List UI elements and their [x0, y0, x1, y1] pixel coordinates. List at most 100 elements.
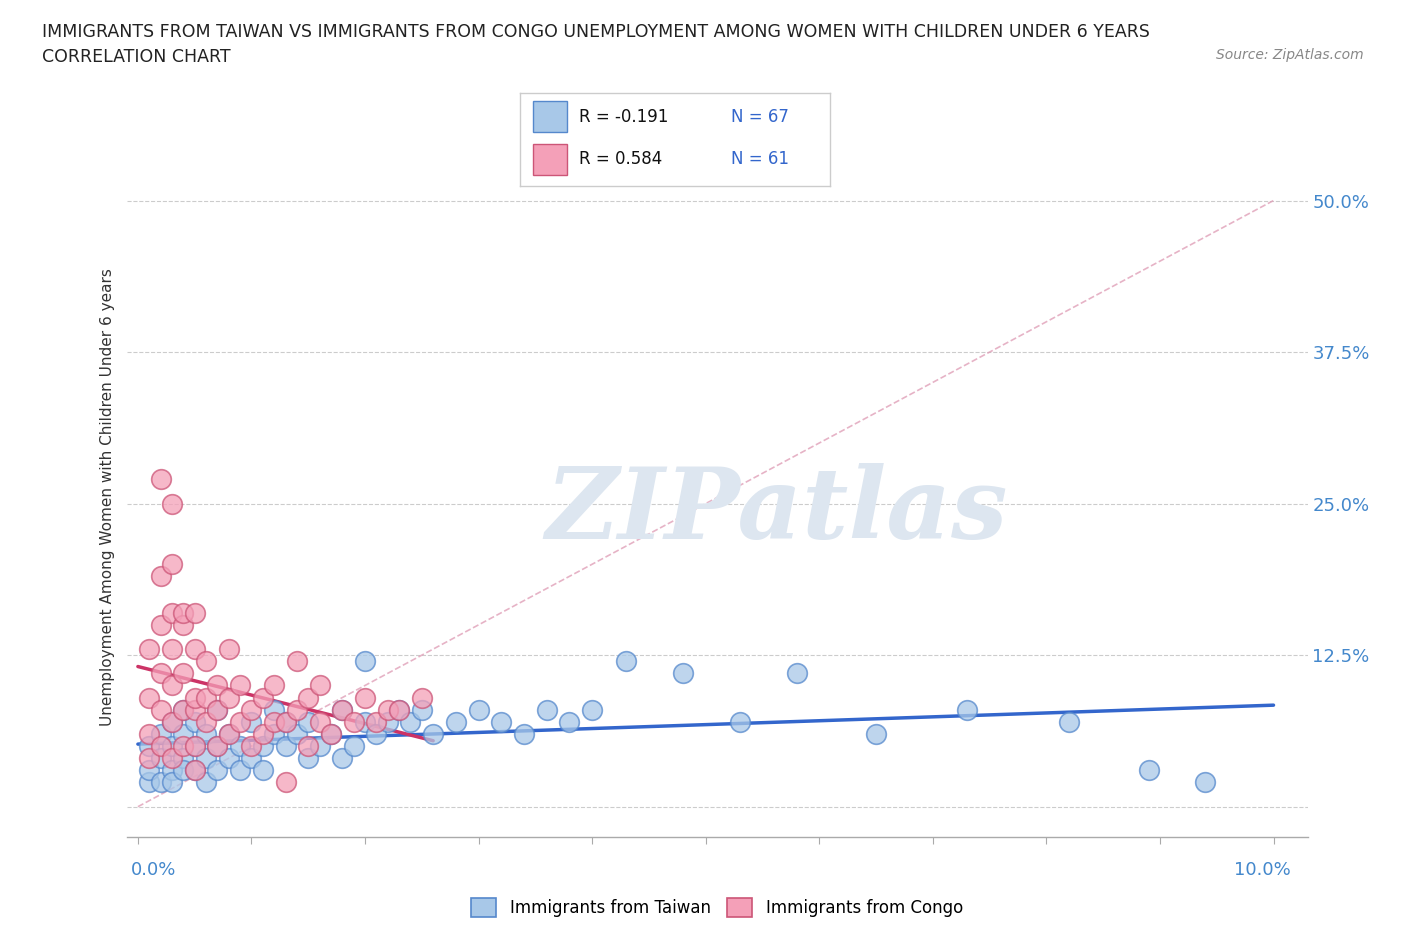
Point: [285, 702, 308, 717]
Point: [218, 690, 240, 705]
Point: [183, 702, 205, 717]
Point: [195, 654, 218, 669]
Point: [319, 726, 342, 741]
Point: [207, 702, 229, 717]
Point: [297, 714, 319, 729]
Point: [183, 714, 205, 729]
Text: R = 0.584: R = 0.584: [579, 151, 662, 168]
Point: [207, 738, 229, 753]
Point: [263, 678, 285, 693]
Point: [252, 726, 274, 741]
Point: [263, 702, 285, 717]
Text: N = 67: N = 67: [731, 108, 789, 126]
Point: [172, 666, 194, 681]
Point: [354, 654, 377, 669]
Point: [172, 702, 194, 717]
Point: [614, 654, 637, 669]
Point: [240, 738, 263, 753]
Point: [285, 726, 308, 741]
Point: [160, 775, 183, 790]
Point: [160, 557, 183, 572]
Point: [513, 726, 536, 741]
Point: [138, 642, 160, 657]
Point: [218, 726, 240, 741]
FancyBboxPatch shape: [533, 144, 567, 175]
Point: [956, 702, 979, 717]
Point: [172, 702, 194, 717]
Point: [229, 678, 252, 693]
Point: [274, 738, 297, 753]
Point: [786, 666, 808, 681]
Point: [160, 714, 183, 729]
Text: 10.0%: 10.0%: [1234, 860, 1291, 879]
Point: [149, 775, 172, 790]
Point: [274, 714, 297, 729]
Point: [218, 751, 240, 765]
Point: [218, 726, 240, 741]
Point: [240, 702, 263, 717]
Point: [183, 763, 205, 777]
Point: [172, 726, 194, 741]
Y-axis label: Unemployment Among Women with Children Under 6 years: Unemployment Among Women with Children U…: [100, 269, 115, 726]
Point: [160, 714, 183, 729]
Point: [138, 763, 160, 777]
Point: [672, 666, 695, 681]
FancyBboxPatch shape: [533, 101, 567, 132]
Point: [160, 678, 183, 693]
Legend: Immigrants from Taiwan, Immigrants from Congo: Immigrants from Taiwan, Immigrants from …: [464, 892, 970, 923]
Point: [218, 642, 240, 657]
Point: [1194, 775, 1216, 790]
Point: [160, 763, 183, 777]
Text: ZIPatlas: ZIPatlas: [546, 463, 1007, 559]
Point: [319, 726, 342, 741]
Text: 0.0%: 0.0%: [131, 860, 176, 879]
Text: N = 61: N = 61: [731, 151, 789, 168]
Point: [1057, 714, 1080, 729]
Point: [207, 763, 229, 777]
Point: [285, 654, 308, 669]
Point: [229, 738, 252, 753]
Point: [138, 775, 160, 790]
Point: [160, 751, 183, 765]
Point: [467, 702, 489, 717]
Point: [183, 738, 205, 753]
Point: [149, 702, 172, 717]
Point: [183, 605, 205, 620]
Point: [195, 726, 218, 741]
Point: [149, 751, 172, 765]
Point: [366, 726, 388, 741]
Point: [728, 714, 751, 729]
Point: [172, 605, 194, 620]
Point: [172, 763, 194, 777]
Point: [354, 690, 377, 705]
Point: [160, 738, 183, 753]
Point: [138, 738, 160, 753]
Text: CORRELATION CHART: CORRELATION CHART: [42, 48, 231, 66]
Point: [330, 702, 353, 717]
Point: [366, 714, 388, 729]
Point: [240, 751, 263, 765]
Point: [422, 726, 444, 741]
Point: [183, 690, 205, 705]
Point: [536, 702, 558, 717]
Point: [297, 690, 319, 705]
Point: [172, 738, 194, 753]
Point: [183, 642, 205, 657]
Point: [330, 751, 353, 765]
Point: [252, 763, 274, 777]
Point: [195, 690, 218, 705]
Point: [558, 714, 581, 729]
Point: [330, 702, 353, 717]
Point: [297, 738, 319, 753]
Point: [149, 569, 172, 584]
Point: [491, 714, 513, 729]
Point: [377, 702, 399, 717]
Point: [160, 642, 183, 657]
Text: Source: ZipAtlas.com: Source: ZipAtlas.com: [1216, 48, 1364, 62]
Point: [581, 702, 603, 717]
Point: [308, 714, 330, 729]
Point: [149, 618, 172, 632]
Point: [229, 763, 252, 777]
Point: [138, 751, 160, 765]
Point: [308, 678, 330, 693]
